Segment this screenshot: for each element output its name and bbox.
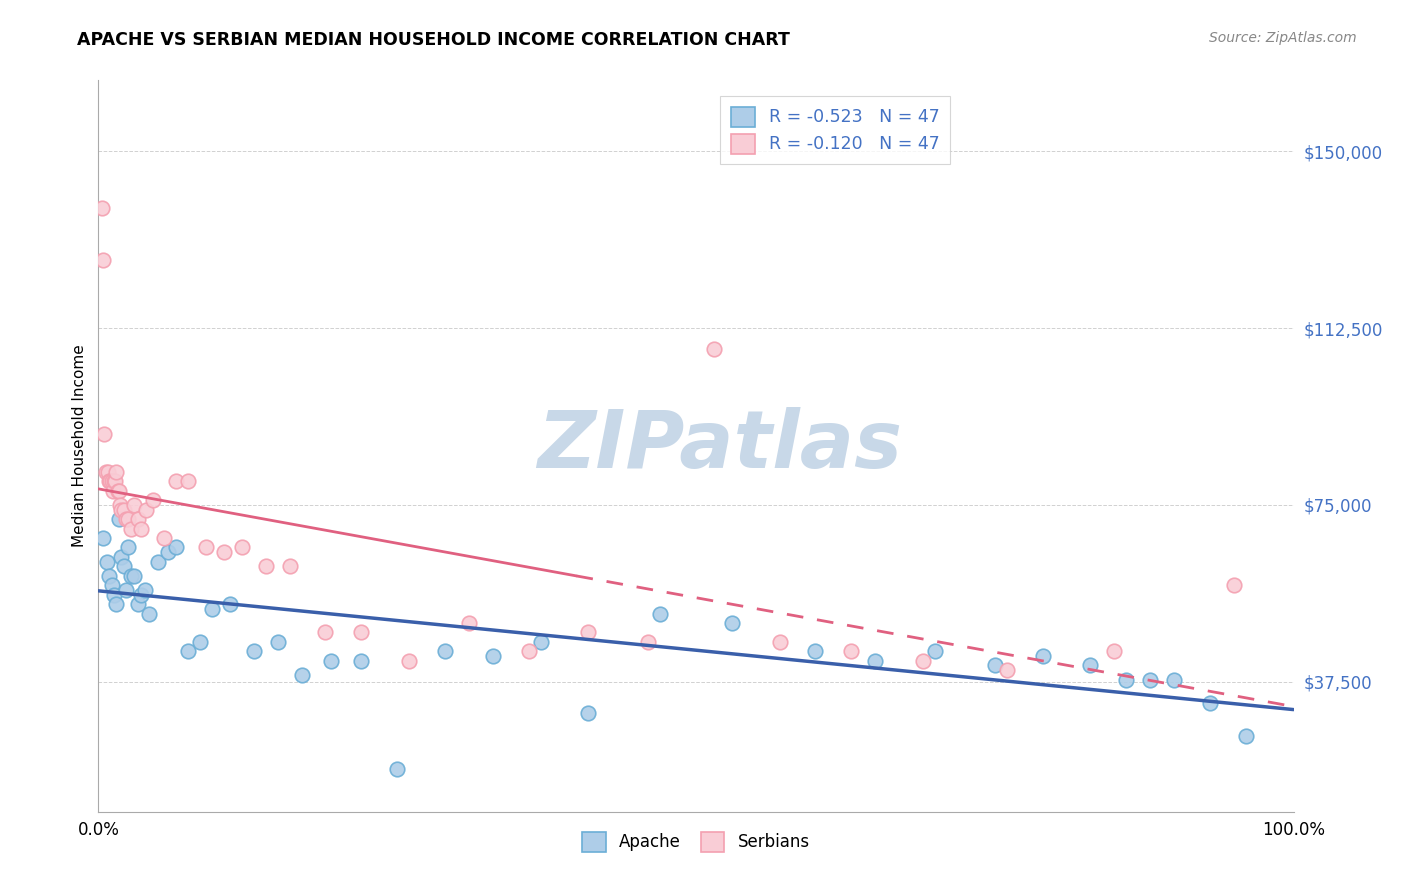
Legend: Apache, Serbians: Apache, Serbians: [575, 826, 817, 858]
Point: [98, 475, 122, 489]
Point: [138, 607, 160, 621]
Point: [97, 465, 120, 479]
Point: [98, 475, 121, 489]
Point: [107, 483, 129, 498]
Point: [865, 654, 887, 668]
Point: [911, 654, 934, 668]
Point: [578, 706, 600, 720]
Point: [131, 522, 153, 536]
Point: [841, 644, 863, 658]
Point: [105, 465, 128, 479]
Point: [721, 615, 744, 630]
Point: [91, 531, 114, 545]
Point: [195, 541, 218, 555]
Point: [267, 635, 290, 649]
Point: [100, 475, 122, 489]
Point: [385, 762, 409, 776]
Point: [1234, 729, 1257, 743]
Point: [115, 582, 138, 597]
Point: [188, 635, 211, 649]
Point: [1032, 648, 1054, 663]
Point: [135, 502, 157, 516]
Text: Source: ZipAtlas.com: Source: ZipAtlas.com: [1209, 31, 1357, 45]
Point: [124, 498, 146, 512]
Point: [458, 615, 481, 630]
Text: APACHE VS SERBIAN MEDIAN HOUSEHOLD INCOME CORRELATION CHART: APACHE VS SERBIAN MEDIAN HOUSEHOLD INCOM…: [77, 31, 790, 49]
Point: [201, 602, 224, 616]
Point: [177, 475, 200, 489]
Point: [1080, 658, 1102, 673]
Point: [703, 343, 725, 357]
Point: [578, 625, 600, 640]
Point: [107, 512, 129, 526]
Point: [321, 654, 343, 668]
Point: [105, 597, 128, 611]
Point: [134, 582, 156, 597]
Point: [804, 644, 827, 658]
Point: [120, 568, 142, 582]
Point: [115, 512, 138, 526]
Point: [254, 559, 277, 574]
Point: [434, 644, 457, 658]
Point: [127, 512, 149, 526]
Point: [156, 545, 179, 559]
Point: [1115, 673, 1137, 687]
Point: [101, 483, 124, 498]
Text: ZIPatlas: ZIPatlas: [537, 407, 903, 485]
Point: [117, 541, 139, 555]
Y-axis label: Median Household Income: Median Household Income: [72, 344, 87, 548]
Point: [1163, 673, 1185, 687]
Point: [110, 502, 132, 516]
Point: [104, 475, 127, 489]
Point: [108, 498, 131, 512]
Point: [153, 531, 176, 545]
Point: [177, 644, 200, 658]
Point: [142, 493, 165, 508]
Point: [398, 654, 420, 668]
Point: [96, 555, 118, 569]
Point: [103, 588, 125, 602]
Point: [1104, 644, 1126, 658]
Point: [124, 568, 146, 582]
Point: [291, 668, 314, 682]
Point: [350, 654, 373, 668]
Point: [120, 522, 142, 536]
Point: [93, 427, 115, 442]
Point: [278, 559, 301, 574]
Point: [1199, 696, 1222, 710]
Point: [481, 648, 505, 663]
Point: [315, 625, 337, 640]
Point: [91, 252, 114, 267]
Point: [103, 475, 125, 489]
Point: [924, 644, 946, 658]
Point: [165, 475, 187, 489]
Point: [1139, 673, 1161, 687]
Point: [768, 635, 790, 649]
Point: [91, 201, 114, 215]
Point: [350, 625, 373, 640]
Point: [131, 588, 153, 602]
Point: [112, 502, 135, 516]
Point: [165, 541, 187, 555]
Point: [648, 607, 672, 621]
Point: [112, 559, 135, 574]
Point: [530, 635, 553, 649]
Point: [98, 568, 121, 582]
Point: [517, 644, 540, 658]
Point: [243, 644, 266, 658]
Point: [107, 483, 129, 498]
Point: [984, 658, 1007, 673]
Point: [212, 545, 235, 559]
Point: [219, 597, 242, 611]
Point: [110, 549, 132, 564]
Point: [637, 635, 659, 649]
Point: [127, 597, 149, 611]
Point: [117, 512, 139, 526]
Point: [1223, 578, 1246, 592]
Point: [100, 578, 122, 592]
Point: [148, 555, 170, 569]
Point: [995, 663, 1018, 677]
Point: [94, 465, 117, 479]
Point: [231, 541, 253, 555]
